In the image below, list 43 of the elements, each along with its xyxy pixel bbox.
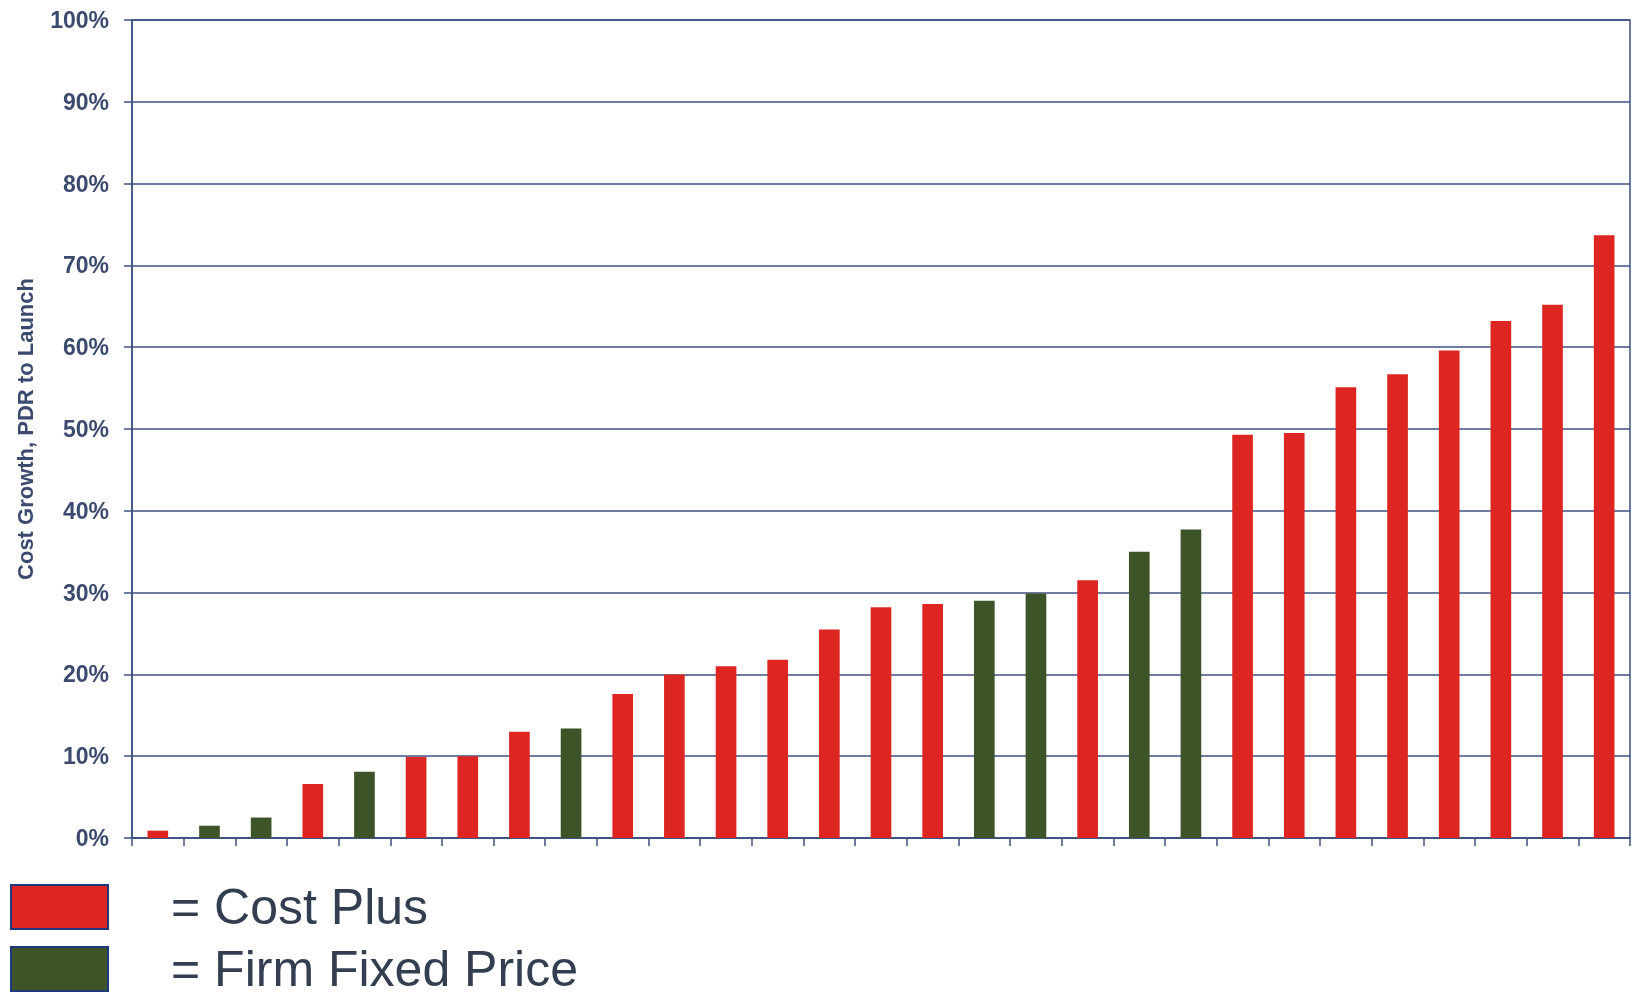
bar (1025, 593, 1047, 838)
legend-label: = Firm Fixed Price (171, 941, 579, 997)
bar (1283, 433, 1305, 838)
bar (715, 666, 737, 838)
y-tick-label: 30% (62, 579, 109, 606)
bar (767, 659, 789, 838)
bar (1490, 321, 1512, 838)
y-tick-label: 40% (62, 497, 109, 524)
bar (509, 731, 530, 838)
bar (922, 604, 943, 838)
bar (664, 674, 685, 838)
y-tick-label: 80% (62, 170, 109, 197)
y-tick-label: 50% (62, 416, 109, 442)
bar (1128, 551, 1150, 838)
bar (250, 817, 272, 838)
bar (1593, 235, 1615, 838)
bar (1335, 387, 1357, 838)
bar (147, 830, 169, 838)
bar (1180, 529, 1202, 838)
y-tick-label: 0% (75, 825, 109, 851)
bar (819, 629, 840, 838)
bar (560, 728, 582, 838)
bar (302, 784, 324, 838)
y-tick-label: 90% (62, 88, 109, 115)
bar (354, 771, 375, 838)
legend-label: = Cost Plus (171, 879, 429, 935)
bar (1077, 580, 1098, 838)
bar (405, 757, 427, 838)
bar (199, 825, 220, 838)
bar (1542, 304, 1563, 838)
bar (870, 607, 892, 838)
bar (612, 694, 634, 838)
y-tick-label: 20% (62, 661, 109, 688)
y-tick-label: 10% (62, 743, 109, 770)
bar (1387, 374, 1408, 838)
bar (457, 756, 479, 838)
bar (1232, 434, 1253, 838)
y-tick-label: 60% (62, 334, 109, 361)
y-tick-label: 70% (62, 252, 109, 279)
y-tick-label: 100% (50, 7, 109, 33)
y-axis-title: Cost Growth, PDR to Launch (12, 278, 38, 580)
bar (1438, 350, 1460, 838)
bar (973, 600, 995, 838)
